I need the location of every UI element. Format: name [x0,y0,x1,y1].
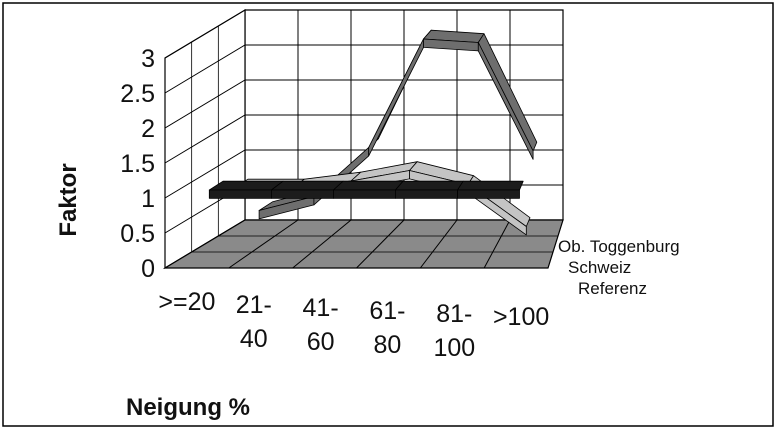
referenz-line-top [332,180,404,191]
y-tick-label: 2.5 [120,80,155,108]
x-tick-line: >100 [493,303,549,331]
floor-grid-line [356,219,405,269]
x-tick-line: 61- [369,297,405,325]
referenz-line-segment [332,189,396,199]
referenz-line-segment [270,189,334,199]
y-axis-title: Faktor [55,163,82,236]
x-tick-line: 21- [236,291,272,319]
x-tick-line: 60 [307,328,335,356]
y-tick-label: 1.5 [120,150,155,178]
floor-grid-line [483,219,511,269]
x-tick-label: 61-80 [369,297,405,359]
floor-grid-line [292,219,352,269]
ob-toggenburg-line-segment [477,42,534,160]
x-tick-line: 41- [303,294,339,322]
y-tick-label: 0 [141,255,155,283]
x-tick-label: 21-40 [236,291,272,353]
series-labels: Referenz Schweiz Ob. Toggenburg [558,237,680,298]
series-layer [208,29,538,236]
series-label: Ob. Toggenburg [558,237,680,256]
y-tick-label: 3 [141,45,155,73]
y-axis-ticks: 0 0.5 1 1.5 2 2.5 3 [120,45,155,283]
x-tick-label: >=20 [158,288,215,316]
x-tick-line: 80 [373,331,401,359]
referenz-line-top [270,180,344,191]
x-tick-label: >100 [493,303,549,331]
x-tick-line: 100 [433,334,475,362]
chart-floor [162,219,564,269]
y-tick-label: 1 [141,185,155,213]
referenz-line-segment [394,189,458,199]
referenz-line-top [394,180,464,191]
floor-grid-line [228,219,299,269]
x-axis-title: Neigung % [126,394,250,421]
referenz-line-top [208,180,284,191]
floor-grid-line [419,219,458,269]
x-tick-line: 81- [436,300,472,328]
referenz-line-top [457,180,524,191]
series-label: Schweiz [568,258,631,277]
x-tick-label: 41-60 [303,294,339,356]
x-tick-label: 81-100 [433,300,475,362]
referenz-line-segment [457,189,520,199]
referenz-line-segment [208,189,272,199]
y-tick-label: 0.5 [120,220,155,248]
series-label: Referenz [578,279,647,298]
y-tick-label: 2 [141,115,155,143]
x-tick-line: 40 [240,325,268,353]
x-tick-line: >=20 [158,288,215,316]
